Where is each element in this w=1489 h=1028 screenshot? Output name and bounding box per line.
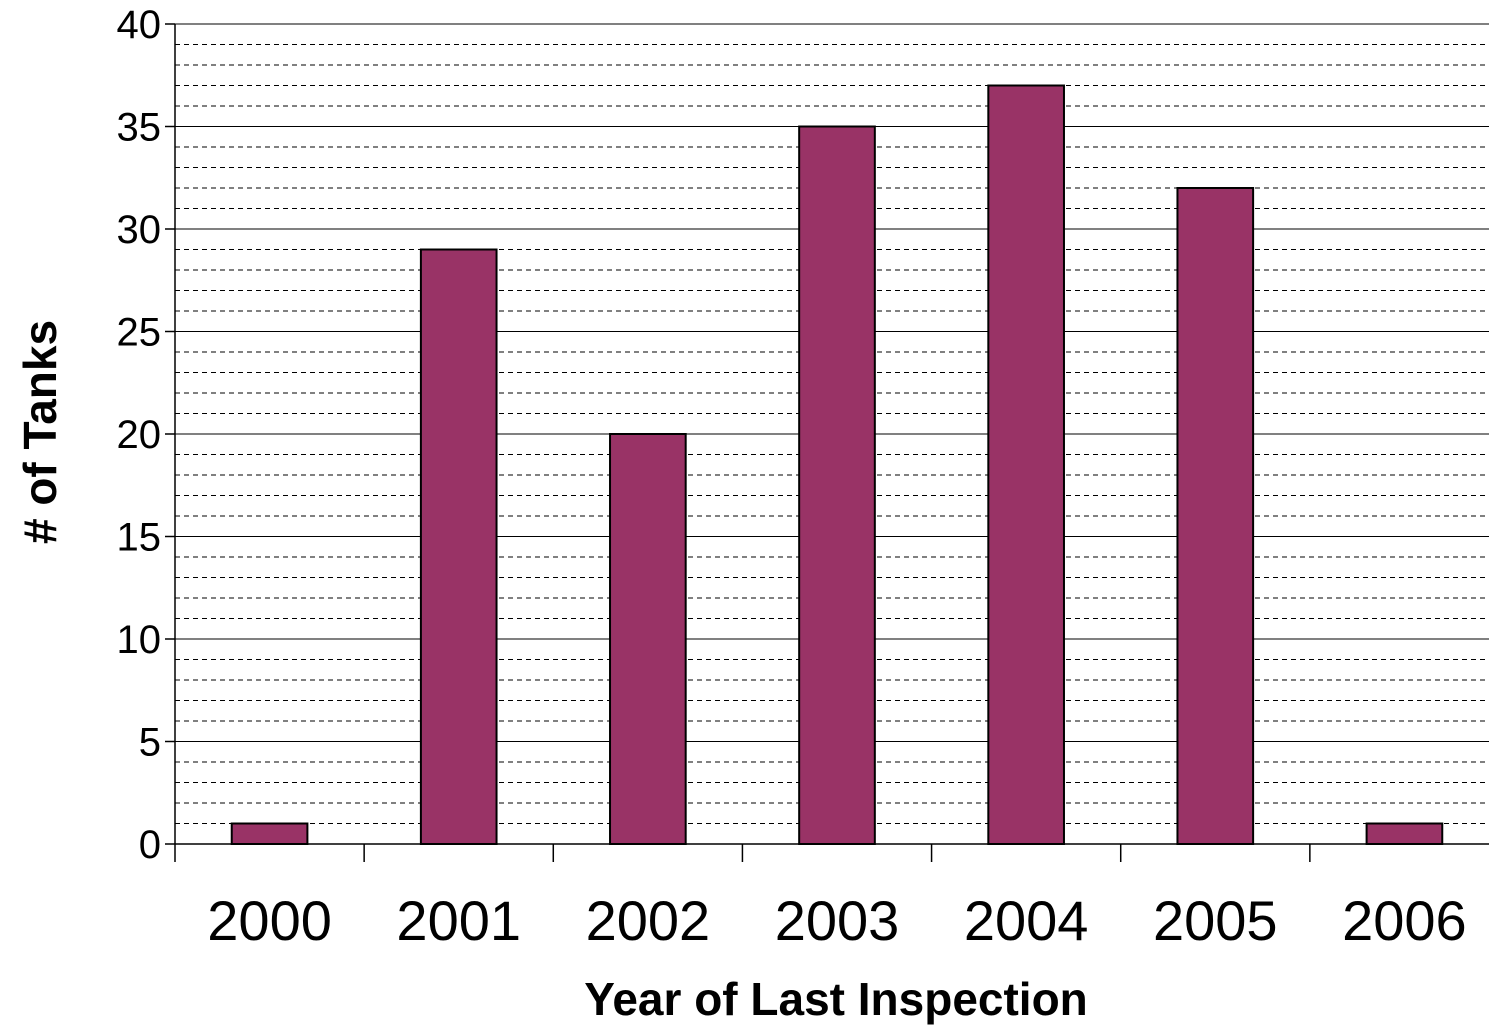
y-tick-label: 30: [117, 208, 162, 252]
bar-2006: [1365, 822, 1444, 845]
bar-2002: [609, 433, 687, 845]
x-axis-tick-labels: 2000 2001 2002 2003 2004 2005 2006: [207, 889, 1466, 952]
y-tick-label: 0: [139, 823, 161, 867]
bar-2001: [419, 248, 498, 845]
x-tick-label: 2003: [775, 889, 900, 952]
y-tick-label: 25: [117, 311, 162, 355]
axes: [165, 23, 1489, 862]
y-tick-label: 35: [117, 106, 162, 150]
bars: [230, 84, 1444, 845]
x-axis-title: Year of Last Inspection: [584, 973, 1088, 1025]
y-tick-label: 40: [117, 3, 162, 47]
x-tick-label: 2006: [1342, 889, 1467, 952]
y-axis-title: # of Tanks: [14, 320, 66, 544]
x-tick-label: 2004: [964, 889, 1089, 952]
bar-2004: [987, 84, 1065, 845]
bar-2005: [1176, 187, 1255, 845]
x-tick-label: 2000: [207, 889, 332, 952]
bar-2000: [230, 822, 309, 845]
y-tick-label: 15: [117, 516, 162, 560]
x-tick-label: 2002: [586, 889, 711, 952]
bar-2003: [798, 125, 876, 845]
y-tick-label: 20: [117, 413, 162, 457]
x-tick-label: 2005: [1153, 889, 1278, 952]
x-tick-label: 2001: [396, 889, 521, 952]
y-axis-tick-labels: 0 5 10 15 20 25 30 35 40: [117, 3, 162, 867]
y-tick-label: 10: [117, 618, 162, 662]
y-tick-label: 5: [139, 721, 161, 765]
